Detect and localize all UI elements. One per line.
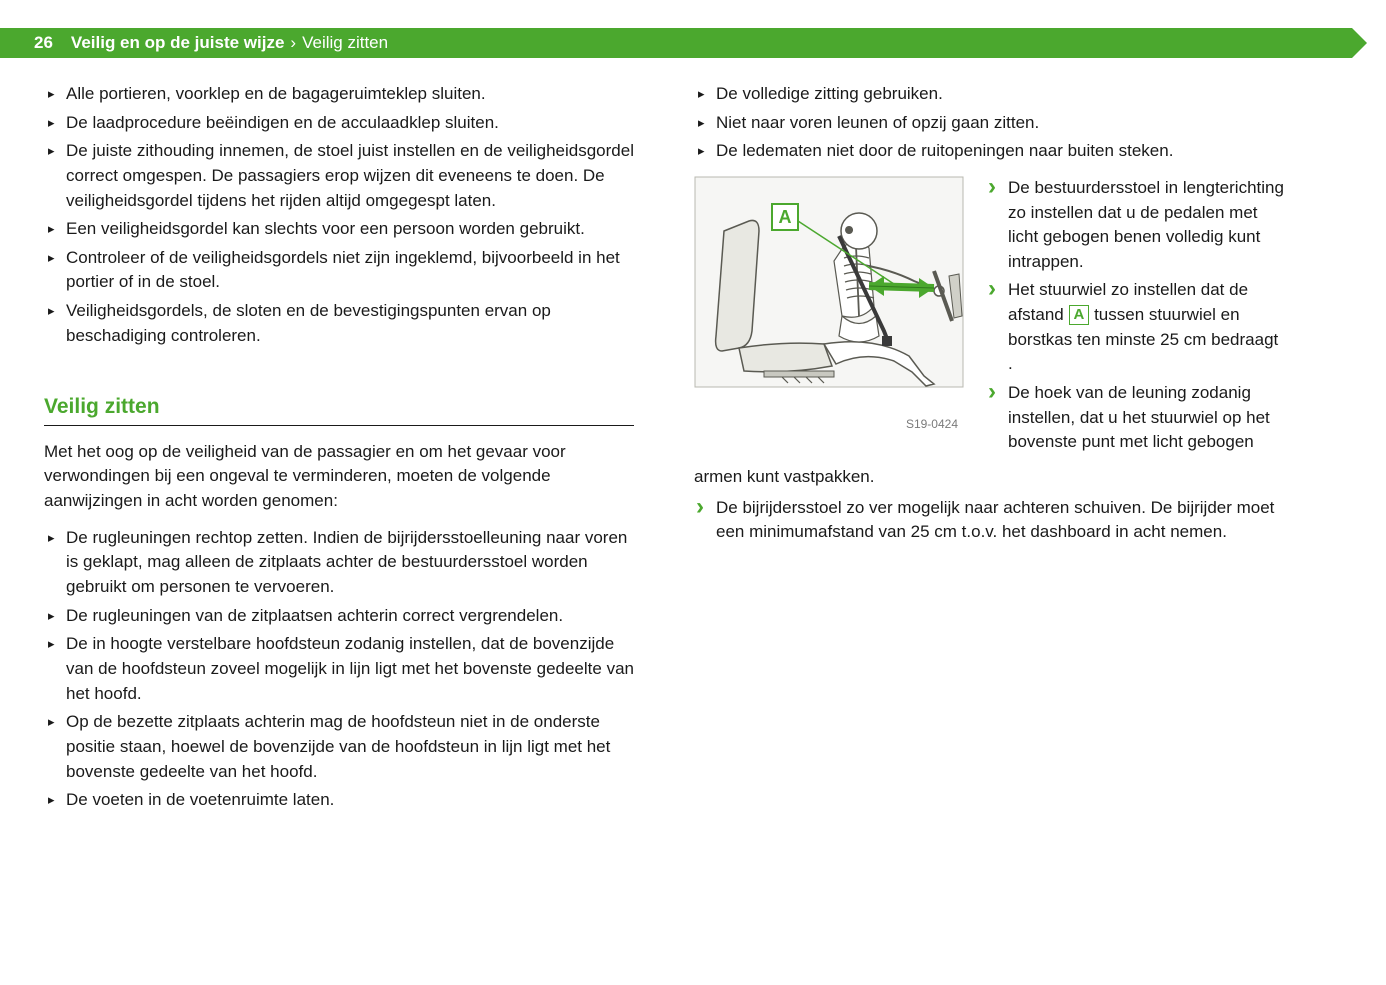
list-item: De rugleuningen van de zitplaatsen achte… [44,604,634,629]
svg-text:A: A [779,207,792,227]
list-item: De in hoogte verstelbare hoofdsteun zoda… [44,632,634,706]
section-divider [44,425,634,426]
list-item: Veiligheidsgordels, de sloten en de beve… [44,299,634,348]
inline-label-a: A [1069,305,1090,325]
list-item: De bijrijdersstoel zo ver mogelijk naar … [694,496,1284,545]
list-item: De rugleuningen rechtop zetten. Indien d… [44,526,634,600]
top-bullet-list: Alle portieren, voorklep en de bagagerui… [44,82,634,348]
header-section: Veilig zitten [302,33,388,53]
bottom-bullet-list: De rugleuningen rechtop zetten. Indien d… [44,526,634,813]
seating-diagram-svg: A [694,176,964,406]
list-item: Op de bezette zitplaats achterin mag de … [44,710,634,784]
list-item: De laadprocedure beëindigen en de accula… [44,111,634,136]
list-item: Het stuurwiel zo instellen dat de afstan… [986,278,1284,377]
right-top-list: De volledige zitting gebruiken. Niet naa… [694,82,1284,164]
list-item: De bestuurdersstoel in lengterichting zo… [986,176,1284,275]
header-chapter: Veilig en op de juiste wijze [71,33,285,53]
list-item: De voeten in de voetenruimte laten. [44,788,634,813]
header-separator: › [290,33,296,53]
left-column: Alle portieren, voorklep en de bagagerui… [44,78,634,817]
list-item: Alle portieren, voorklep en de bagagerui… [44,82,634,107]
section-heading: Veilig zitten [44,392,634,422]
page-number: 26 [34,33,53,53]
figure-side-list: De bestuurdersstoel in lengterichting zo… [986,176,1284,459]
list-item: De juiste zithouding innemen, de stoel j… [44,139,634,213]
figure-caption: S19-0424 [694,416,964,433]
page-header: 26 Veilig en op de juiste wijze › Veilig… [0,28,1352,58]
list-item: De ledematen niet door de ruitopeningen … [694,139,1284,164]
list-item: Controleer of de veiligheidsgordels niet… [44,246,634,295]
list-item: Een veiligheidsgordel kan slechts voor e… [44,217,634,242]
seating-figure: A S19-0424 [694,176,964,459]
content-area: Alle portieren, voorklep en de bagagerui… [44,78,1344,817]
list-item: De hoek van de leuning zodanig instellen… [986,381,1284,455]
intro-paragraph: Met het oog op de veiligheid van de pass… [44,440,634,514]
continued-text: armen kunt vastpakken. [694,465,1284,490]
figure-row: A S19-0424 De bestuurdersstoel in lengte… [694,176,1284,459]
list-item: Niet naar voren leunen of opzij gaan zit… [694,111,1284,136]
full-width-chevron-list: De bijrijdersstoel zo ver mogelijk naar … [694,496,1284,545]
right-column: De volledige zitting gebruiken. Niet naa… [694,78,1284,817]
list-item: De volledige zitting gebruiken. [694,82,1284,107]
